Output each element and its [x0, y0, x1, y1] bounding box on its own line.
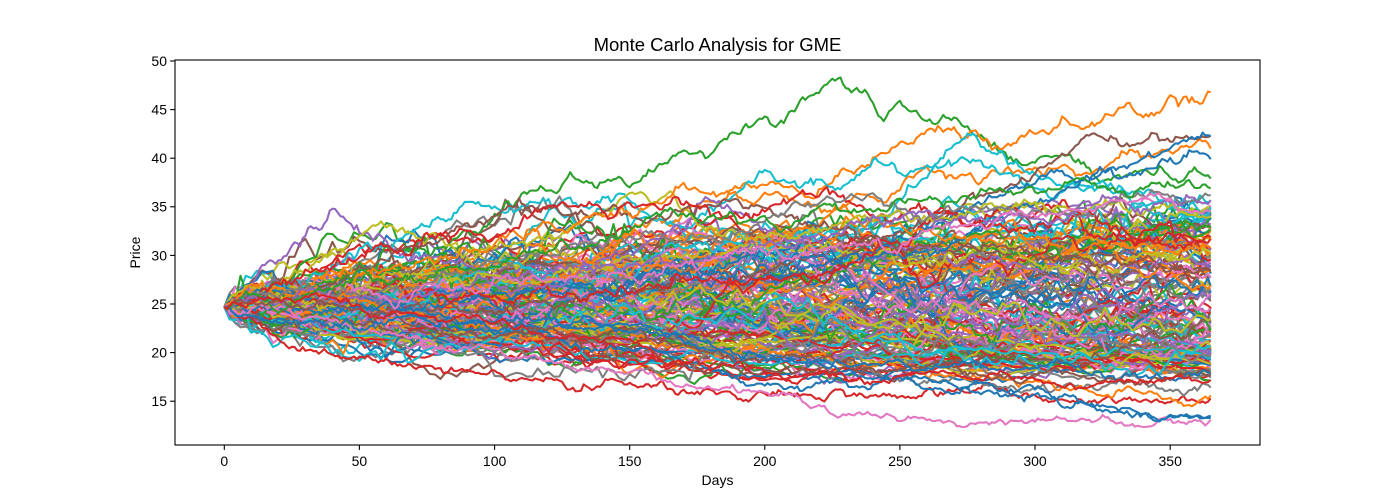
svg-text:Days: Days: [702, 472, 734, 488]
svg-text:20: 20: [151, 345, 167, 361]
svg-text:40: 40: [151, 150, 167, 166]
svg-text:350: 350: [1159, 453, 1183, 469]
svg-text:100: 100: [483, 453, 507, 469]
svg-text:15: 15: [151, 393, 167, 409]
svg-text:50: 50: [352, 453, 368, 469]
svg-text:30: 30: [151, 247, 167, 263]
svg-text:Monte Carlo Analysis for GME: Monte Carlo Analysis for GME: [594, 34, 842, 55]
svg-text:300: 300: [1023, 453, 1047, 469]
svg-text:150: 150: [618, 453, 642, 469]
svg-text:35: 35: [151, 199, 167, 215]
svg-text:50: 50: [151, 53, 167, 69]
svg-text:25: 25: [151, 296, 167, 312]
svg-text:Price: Price: [127, 236, 143, 268]
svg-text:250: 250: [888, 453, 912, 469]
svg-text:200: 200: [753, 453, 777, 469]
svg-text:45: 45: [151, 102, 167, 118]
svg-text:0: 0: [220, 453, 228, 469]
